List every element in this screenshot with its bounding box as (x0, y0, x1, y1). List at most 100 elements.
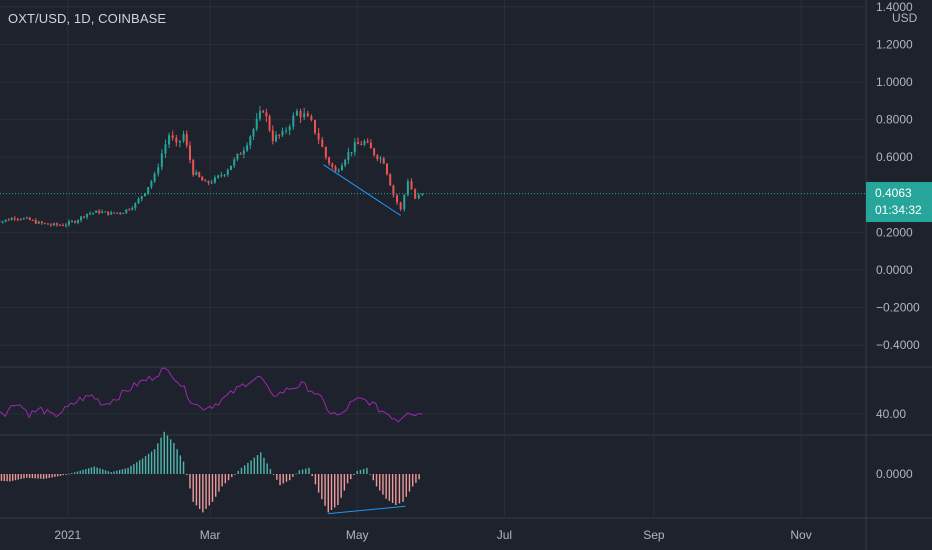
histogram-bar (121, 469, 124, 474)
candle-body (366, 141, 369, 143)
oscillator-trendline (328, 505, 406, 515)
candle-body (281, 130, 284, 136)
histogram-bar (124, 468, 126, 474)
osc-tick-label: 0.0000 (876, 467, 913, 481)
histogram-bar (301, 469, 304, 474)
histogram-bar (173, 443, 175, 474)
candle-body (125, 209, 128, 213)
histogram-bar (179, 455, 182, 474)
histogram-bar (87, 468, 90, 474)
histogram-bar (314, 474, 317, 485)
histogram-bar (415, 474, 417, 483)
histogram-bar (292, 474, 294, 477)
candle-body (220, 175, 223, 177)
candle-body (185, 134, 188, 146)
histogram-bar (211, 474, 214, 502)
histogram-bar (369, 474, 371, 475)
histogram-bar (138, 460, 141, 474)
histogram-bar (385, 474, 387, 499)
last-price-value: 0.4063 (875, 186, 912, 200)
candle-body (25, 217, 28, 219)
candle-body (31, 220, 34, 222)
candle-body (80, 216, 83, 221)
histogram-bar (240, 467, 243, 474)
histogram-bar (144, 456, 147, 474)
candle-body (210, 182, 213, 184)
histogram-bar (298, 470, 301, 474)
candle-body (317, 133, 320, 140)
candle-body (353, 142, 356, 153)
histogram-bar (85, 469, 87, 474)
histogram-bar (48, 474, 50, 478)
last-price-badge: 0.4063 01:34:32 (866, 182, 932, 222)
candle-body (140, 196, 143, 199)
candle-body (1, 221, 4, 223)
candle-body (379, 158, 382, 160)
candle-body (55, 223, 58, 225)
candle-body (414, 189, 417, 199)
histogram-bar (198, 474, 201, 509)
histogram-bar (405, 474, 407, 497)
histogram-bar (366, 467, 368, 474)
histogram-bar (353, 474, 355, 476)
candle-body (4, 219, 7, 222)
candle-body (74, 221, 77, 223)
histogram-bar (408, 474, 411, 492)
histogram-bar (189, 474, 191, 489)
histogram-bar (104, 470, 107, 474)
candle-body (303, 113, 306, 118)
candle-body (204, 180, 207, 182)
candle-body (128, 209, 131, 211)
histogram-bar (192, 474, 194, 502)
candle-body (188, 145, 191, 161)
histogram-bar (375, 474, 378, 487)
histogram-bar (136, 462, 138, 474)
candle-body (385, 163, 388, 175)
candle-body (182, 134, 185, 141)
histogram-bar (340, 474, 342, 498)
histogram-bar (231, 474, 233, 478)
histogram-bar (395, 474, 397, 505)
histogram-bar (247, 462, 249, 474)
histogram-bar (0, 474, 3, 481)
candle-body (285, 130, 288, 132)
candle-body (92, 212, 95, 214)
histogram-bar (260, 452, 262, 474)
candle-body (207, 181, 210, 183)
histogram-bar (57, 474, 59, 477)
candle-body (357, 142, 360, 145)
histogram-bar (317, 474, 320, 493)
candle-body (157, 167, 160, 174)
candle-body (265, 112, 268, 117)
histogram-bar (116, 470, 118, 474)
histogram-bar (59, 474, 62, 476)
histogram-bar (20, 474, 22, 479)
candle-body (275, 134, 278, 142)
histogram-bar (130, 465, 132, 474)
histogram-bar (31, 474, 34, 479)
candle-body (268, 116, 271, 131)
candle-body (153, 173, 156, 182)
histogram-bar (6, 474, 8, 482)
histogram-bar (107, 471, 110, 474)
candle-body (122, 212, 125, 214)
candle-body (164, 144, 167, 154)
histogram-bar (182, 461, 185, 474)
histogram-bar (362, 468, 365, 474)
candle-body (252, 129, 255, 137)
histogram-bar (40, 474, 42, 479)
candle-body (83, 216, 86, 218)
histogram-bar (176, 449, 178, 474)
candle-body (258, 111, 261, 119)
histogram-bar (418, 474, 420, 480)
candle-body (43, 223, 46, 225)
x-tick-label: Nov (790, 528, 811, 542)
candle-body (306, 113, 309, 117)
histogram-group (0, 431, 420, 513)
histogram-bar (263, 457, 265, 474)
candle-body (350, 152, 353, 154)
histogram-bar (26, 474, 28, 478)
candle-body (239, 153, 242, 155)
histogram-bar (153, 449, 156, 474)
